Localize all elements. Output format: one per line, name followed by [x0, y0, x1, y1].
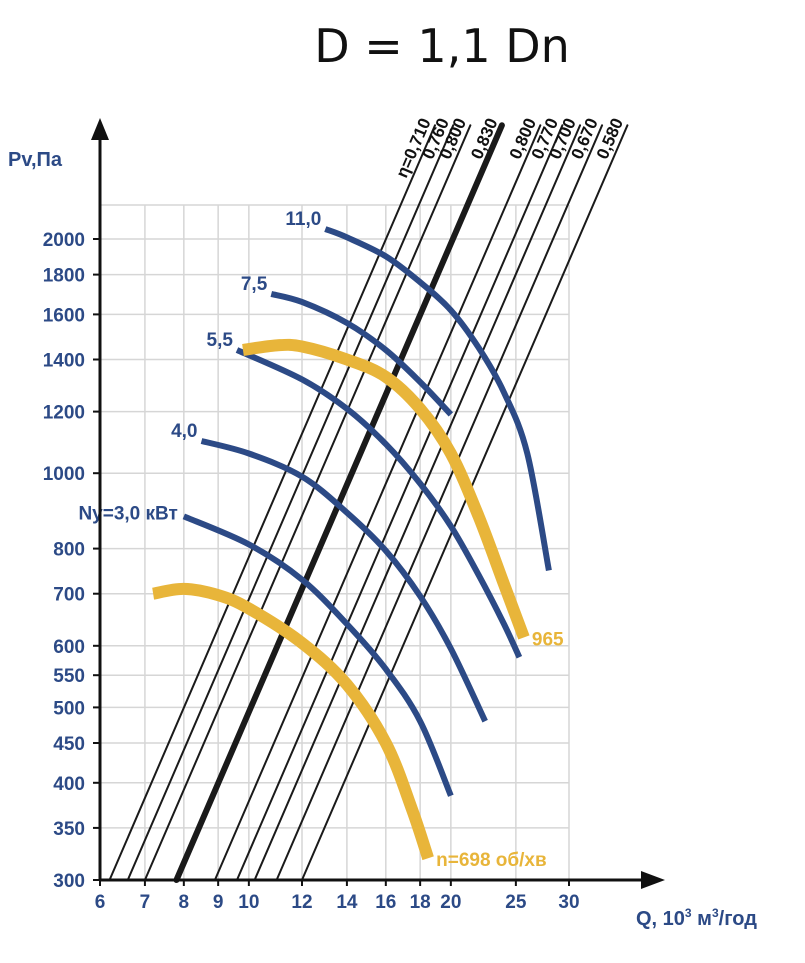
x-tick-label: 7 — [140, 892, 151, 913]
power-curve-label: 11,0 — [285, 209, 321, 230]
chart-title: D = 1,1 Dn — [314, 19, 570, 73]
efficiency-line — [143, 124, 472, 881]
speed-curve-label: n=698 об/хв — [436, 850, 547, 871]
y-tick-label: 300 — [53, 871, 85, 892]
x-tick-label: 9 — [213, 892, 224, 913]
power-curve-label: 4,0 — [171, 421, 197, 442]
efficiency-line — [300, 124, 629, 881]
x-tick-label: 18 — [410, 892, 431, 913]
speed-curve-label: 965 — [532, 629, 564, 650]
y-tick-label: 450 — [53, 734, 85, 755]
x-tick-label: 20 — [440, 892, 461, 913]
y-tick-label: 1000 — [43, 464, 85, 485]
y-tick-label: 1400 — [43, 351, 85, 372]
x-tick-label: 30 — [558, 892, 579, 913]
y-tick-label: 350 — [53, 819, 85, 840]
power-curve — [182, 513, 454, 797]
y-tick-label: 500 — [53, 698, 85, 719]
power-curve — [270, 290, 454, 417]
power-curve-label: 5,5 — [207, 330, 234, 351]
speed-curve — [152, 582, 434, 861]
efficiency-line — [275, 124, 604, 881]
y-tick-label: 550 — [53, 666, 85, 687]
power-curve-label: 7,5 — [241, 274, 268, 295]
axes: 300 350 400 450 500 550 600 700 800 1000 1200 1400 1… — [43, 118, 665, 913]
y-tick-label: 1600 — [43, 305, 85, 326]
x-tick-label: 10 — [238, 892, 259, 913]
x-tick-label: 12 — [291, 892, 312, 913]
x-tick-label: 14 — [336, 892, 358, 913]
efficiency-line — [213, 124, 542, 881]
speed-curve — [242, 338, 530, 640]
power-curve — [235, 347, 523, 659]
x-tick-label: 8 — [179, 892, 190, 913]
power-curve — [200, 438, 488, 723]
y-tick-label: 1200 — [43, 403, 85, 424]
y-tick-label: 1800 — [43, 266, 85, 287]
efficiency-line — [126, 124, 455, 881]
y-tick-label: 800 — [53, 540, 85, 561]
curves: Ny=3,0 кВт 4,0 5,5 7,5 11,0 n=698 об/хв 965 — [78, 209, 564, 871]
x-axis-arrow — [641, 871, 665, 889]
x-tick-label: 6 — [95, 892, 106, 913]
efficiency-line — [235, 124, 564, 881]
y-tick-label: 2000 — [43, 230, 85, 251]
power-curve — [324, 226, 552, 571]
efficiency-line — [253, 124, 582, 881]
x-axis-label: Q, 103 м3/год — [636, 906, 757, 930]
y-tick-label: 700 — [53, 585, 85, 606]
y-tick-label: 600 — [53, 637, 85, 658]
x-tick-label: 16 — [375, 892, 396, 913]
y-tick-label: 400 — [53, 774, 85, 795]
power-curve-label: Ny=3,0 кВт — [78, 503, 177, 524]
y-axis-arrow — [91, 118, 109, 140]
y-axis-label: Pv,Па — [8, 149, 63, 171]
x-tick-label: 25 — [505, 892, 527, 913]
